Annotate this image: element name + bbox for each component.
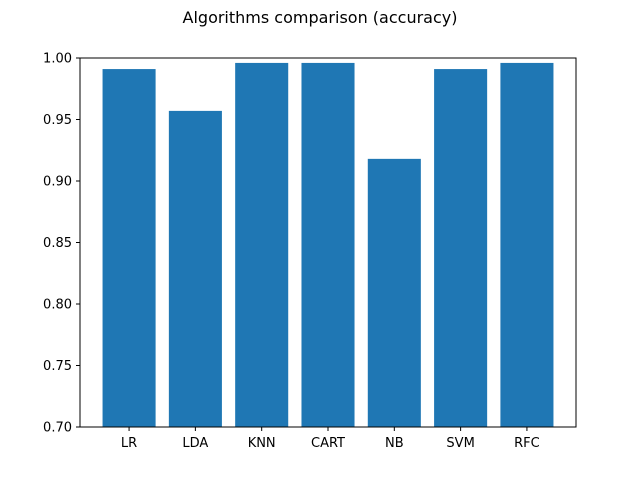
y-tick-label: 0.90 [43,175,72,190]
bar-lda [168,110,222,427]
bar-cart [301,62,355,428]
x-tick-label-lda: LDA [182,436,208,451]
y-tick-label: 1.00 [43,52,72,67]
bar-rfc [500,62,554,428]
x-tick-label-knn: KNN [248,436,276,451]
x-tick-label-cart: CART [311,436,345,451]
bar-lr [102,69,156,427]
x-tick-label-lr: LR [121,436,137,451]
bars-group [102,62,554,428]
y-tick-label: 0.75 [43,359,72,374]
axes-group: 0.70 0.75 0.80 0.85 0.90 0.95 1.00 LR LDA KNN CART… [43,52,577,451]
x-tick-label-nb: NB [385,436,404,451]
bar-knn [235,62,289,428]
y-tick-label: 0.95 [43,113,72,128]
bar-svm [434,69,488,427]
y-tick-label: 0.80 [43,298,72,313]
y-tick-label: 0.70 [43,421,72,436]
y-tick-label: 0.85 [43,236,72,251]
chart-title: Algorithms comparison (accuracy) [183,8,458,27]
x-tick-label-svm: SVM [446,436,474,451]
bar-nb [367,158,421,428]
x-tick-label-rfc: RFC [514,436,540,451]
